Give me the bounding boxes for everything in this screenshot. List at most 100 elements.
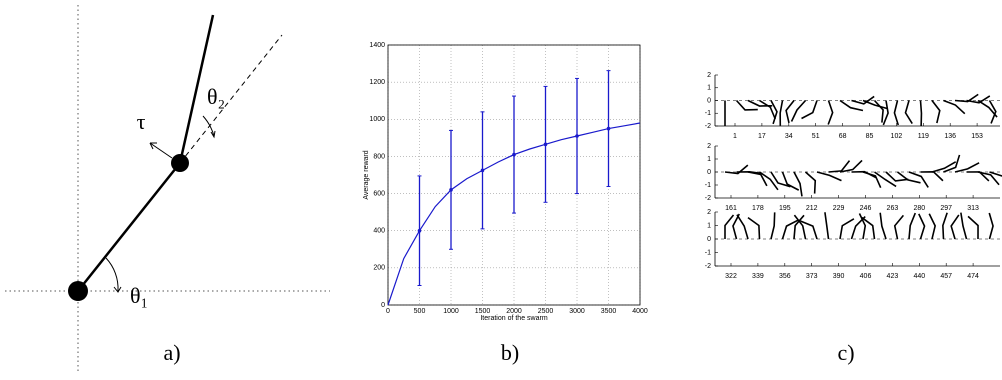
pendulum-pose (897, 171, 921, 184)
x-tick-label: 356 (779, 273, 791, 280)
elbow-joint (171, 154, 189, 172)
pendulum-pose (954, 93, 979, 103)
y-tick-label: -2 (705, 123, 711, 130)
pendulum-pose (724, 214, 735, 239)
y-tick-label: 1 (707, 156, 711, 163)
pendulum-pose (862, 99, 888, 110)
x-tick-label: 212 (806, 205, 818, 212)
theta2-arrow (210, 130, 216, 139)
x-tick-label: 0 (386, 308, 390, 315)
pendulum-pose (966, 95, 991, 104)
y-tick-label: 1400 (369, 42, 385, 49)
pendulum-pose (931, 161, 957, 173)
x-tick-label: 1 (733, 133, 737, 140)
pendulum-pose (988, 100, 997, 124)
pendulum-pose (779, 100, 784, 126)
x-tick-label: 406 (860, 273, 872, 280)
pendulum-pose (918, 213, 926, 240)
pendulum-pose (893, 100, 900, 126)
pendulum-pose (770, 171, 791, 188)
x-tick-label: 1500 (475, 308, 491, 315)
x-tick-label: 3500 (601, 308, 617, 315)
x-tick-label: 297 (940, 205, 952, 212)
pendulum-pose (747, 216, 761, 240)
y-tick-label: 0 (707, 236, 711, 243)
x-tick-label: 474 (967, 273, 979, 280)
theta1-label: θ₁ (130, 283, 148, 308)
pendulum-pose (954, 162, 980, 173)
pendulum-pose (790, 99, 807, 122)
pendulum-pose (793, 171, 803, 197)
y-tick-label: -2 (705, 263, 711, 270)
y-tick-label: 1 (707, 222, 711, 229)
pendulum-pose (827, 100, 834, 125)
link-2 (178, 14, 215, 164)
x-tick-label: 313 (967, 205, 979, 212)
pendulum-pose (862, 171, 882, 189)
x-tick-label: 1000 (443, 308, 459, 315)
x-tick-label: 390 (833, 273, 845, 280)
pendulum-pose (885, 171, 909, 182)
y-tick-label: 1 (707, 85, 711, 92)
panel-a: τ θ₂ θ₁ a) (5, 5, 330, 372)
y-tick-label: 2 (707, 209, 711, 216)
y-tick-label: 0 (381, 302, 385, 309)
x-tick-label: 68 (839, 133, 847, 140)
pendulum-pose (724, 164, 749, 175)
theta2-arc (202, 115, 215, 137)
pendulum-pose (839, 99, 864, 112)
x-tick-label: 263 (887, 205, 899, 212)
y-tick-label: 600 (373, 190, 385, 197)
pendulum-pose (839, 159, 863, 173)
theta1-arc (105, 257, 119, 292)
x-tick-label: 339 (752, 273, 764, 280)
pendulum-pose (928, 213, 937, 240)
mean-point (417, 228, 422, 233)
pendulum-pose (943, 99, 966, 115)
x-tick-label: 229 (833, 205, 845, 212)
y-tick-label: 800 (373, 153, 385, 160)
pendulum-pose (785, 100, 795, 124)
torque-arrow (149, 142, 173, 159)
x-tick-label: 246 (860, 205, 872, 212)
theta2-label: θ₂ (207, 84, 225, 109)
x-tick-label: 161 (725, 205, 737, 212)
torque-arrowhead (149, 142, 157, 150)
panel-label: b) (501, 340, 519, 365)
pendulum-pose (873, 99, 884, 123)
pendulum-pose (793, 214, 807, 240)
x-tick-label: 2500 (538, 308, 554, 315)
pendulum-pose (781, 171, 800, 191)
link-1 (77, 162, 181, 292)
x-tick-label: 178 (752, 205, 764, 212)
y-tick-label: 2 (707, 72, 711, 79)
y-tick-label: -1 (705, 249, 711, 256)
mean-point (512, 152, 516, 157)
mean-point (449, 188, 453, 192)
pendulum-pose (908, 171, 929, 188)
x-tick-label: 457 (940, 273, 952, 280)
pendulum-pose (839, 218, 855, 240)
pendulum-pose (828, 160, 851, 173)
x-tick-label: 136 (944, 133, 956, 140)
pendulum-pose (960, 212, 968, 240)
pendulum-pose (793, 214, 805, 240)
x-tick-label: 2000 (506, 308, 522, 315)
pendulum-pose (858, 213, 867, 240)
pendulum-pose (861, 216, 876, 240)
x-tick-label: 423 (887, 273, 899, 280)
link-1-extension (179, 34, 283, 164)
pendulum-pose (943, 154, 961, 173)
pendulum-pose (747, 171, 768, 187)
x-tick-label: 85 (866, 133, 874, 140)
x-tick-label: 119 (918, 133, 929, 140)
pendulum-pose (882, 100, 889, 126)
x-tick-label: 3000 (569, 308, 585, 315)
pendulum-pose (816, 171, 842, 182)
mean-point (575, 134, 579, 138)
pendulum-pose (967, 215, 979, 240)
pendulum-pose (735, 99, 758, 111)
x-tick-label: 440 (913, 273, 925, 280)
x-tick-label: 153 (971, 133, 983, 140)
